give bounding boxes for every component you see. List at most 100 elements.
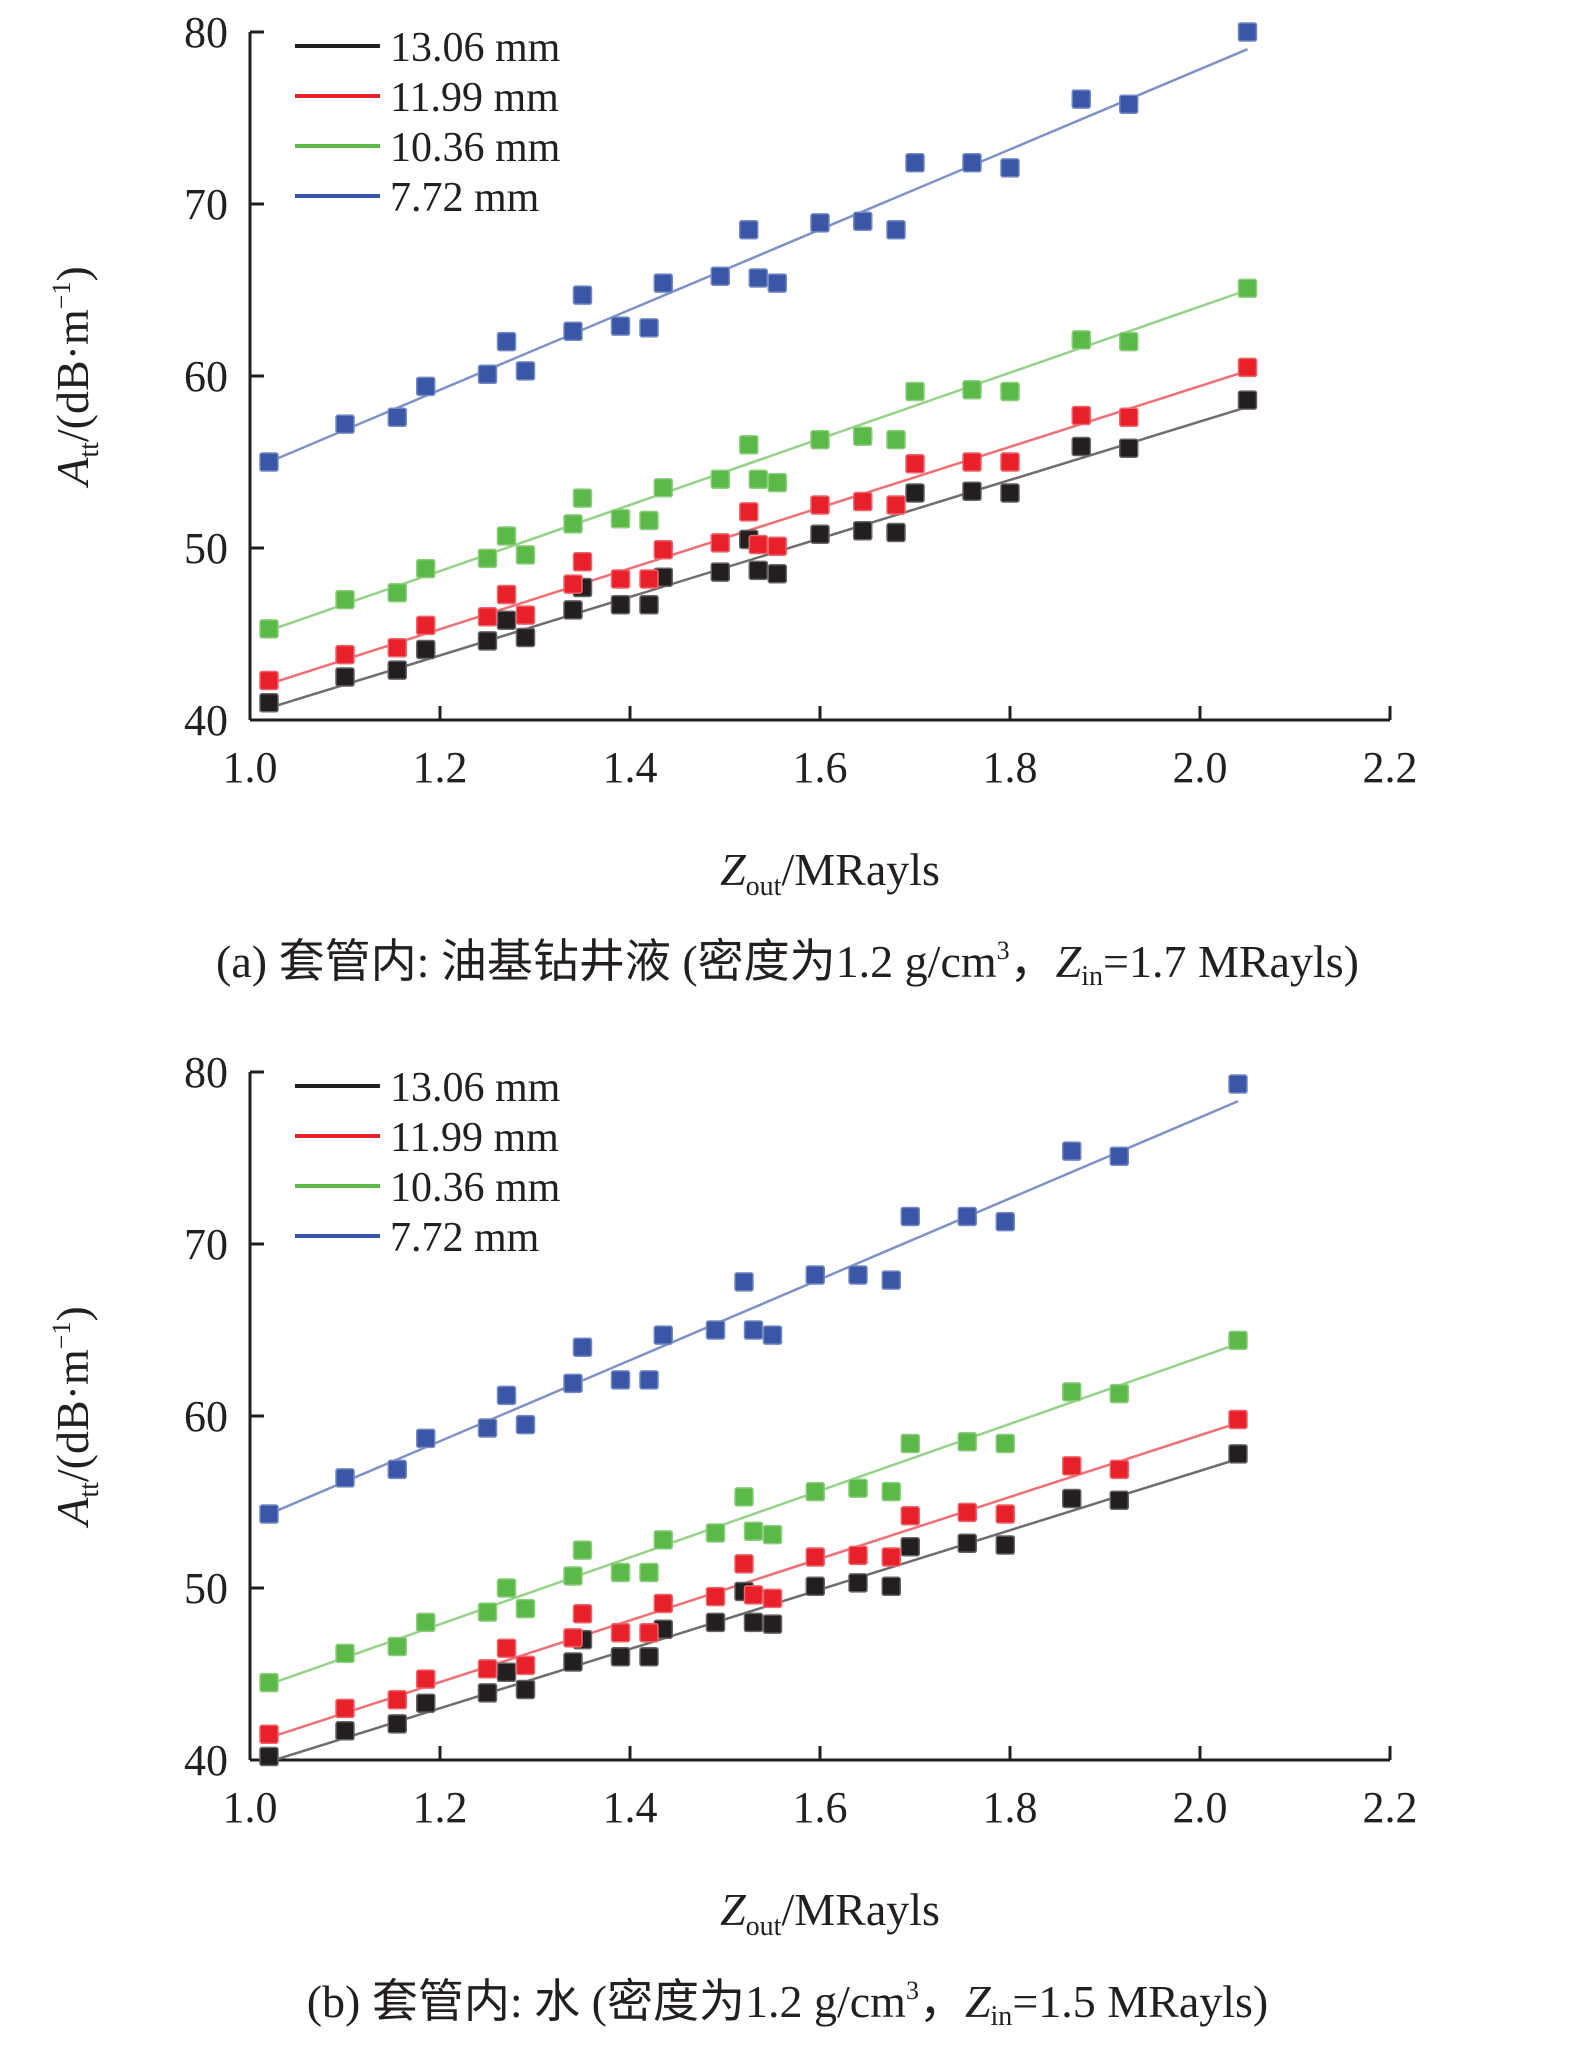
data-point-a-s2-p17	[853, 426, 873, 446]
data-point-a-s3-p22	[1071, 89, 1091, 109]
data-point-a-s3-p12	[710, 266, 730, 286]
data-point-b-s2-p20	[957, 1432, 977, 1452]
data-point-b-s3-p14	[743, 1320, 764, 1340]
data-point-a-s0-p2	[387, 660, 407, 680]
data-point-a-s3-p4	[477, 364, 498, 385]
data-point-b-s1-p13	[734, 1554, 754, 1574]
data-point-a-s3-p21	[1000, 158, 1020, 178]
data-point-b-s0-p10	[639, 1647, 659, 1667]
data-point-b-s3-p11	[653, 1325, 673, 1345]
legend-label-b-s3: 7.72 mm	[390, 1215, 540, 1261]
data-point-a-s1-p10	[639, 569, 659, 589]
data-point-b-s3-p13	[734, 1272, 754, 1292]
data-point-b-s1-p9	[610, 1622, 631, 1643]
x-tick-label-b-2: 1.4	[603, 1783, 658, 1832]
data-point-a-s0-p1	[335, 667, 355, 687]
data-point-b-s1-p11	[653, 1593, 673, 1614]
data-point-a-s3-p2	[387, 407, 407, 428]
data-point-a-s0-p14	[748, 560, 768, 581]
data-point-b-s1-p12	[705, 1586, 726, 1607]
data-point-b-s0-p0	[259, 1746, 279, 1767]
data-point-b-s2-p16	[805, 1481, 825, 1502]
y-tick-label-a-0: 40	[184, 696, 228, 745]
data-point-b-s2-p23	[1109, 1383, 1129, 1404]
legend-label-a-s0: 13.06 mm	[390, 25, 561, 71]
data-point-b-s1-p20	[957, 1502, 977, 1523]
data-point-a-s1-p2	[387, 638, 407, 658]
data-point-a-s2-p2	[387, 582, 407, 603]
data-point-a-s1-p9	[610, 569, 631, 589]
caption-b-sup: 3	[905, 1976, 919, 2005]
data-point-b-s1-p1	[335, 1698, 355, 1719]
data-point-a-s3-p9	[610, 316, 631, 336]
data-point-b-s1-p6	[515, 1655, 536, 1676]
data-point-a-s0-p10	[639, 595, 659, 615]
data-point-b-s2-p3	[416, 1612, 436, 1633]
data-point-a-s3-p18	[886, 220, 906, 240]
data-point-b-s3-p24	[1228, 1074, 1248, 1094]
data-point-b-s3-p4	[477, 1418, 498, 1438]
data-point-b-s2-p19	[900, 1433, 920, 1454]
data-point-a-s0-p0	[259, 693, 279, 713]
chart-panel-a: 40 50 60 70 80 1.0 1.2 1.4 1.6 1.8 2.0 2.2 Zout/MRay…	[0, 0, 1575, 1000]
data-point-b-s1-p7	[563, 1628, 583, 1648]
fit-line-a-s1	[268, 369, 1248, 686]
data-point-a-s0-p19	[905, 483, 925, 503]
caption-a-prefix: (a) 套管内: 油基钻井液 (密度为1.2 g/cm	[216, 936, 997, 987]
data-point-b-s1-p15	[762, 1588, 783, 1609]
x-tick-label-a-6: 2.2	[1363, 743, 1418, 792]
data-point-b-s3-p16	[805, 1265, 825, 1285]
data-point-a-s2-p16	[810, 429, 830, 450]
data-point-a-s1-p21	[1000, 452, 1020, 472]
data-point-b-s0-p9	[610, 1647, 631, 1667]
chart-a-plot: 40 50 60 70 80 1.0 1.2 1.4 1.6 1.8 2.0 2.2 Zout/MRay…	[47, 8, 1418, 900]
data-point-b-s3-p22	[1062, 1141, 1082, 1161]
data-point-b-s3-p12	[705, 1320, 726, 1340]
data-point-a-s2-p3	[416, 558, 436, 579]
data-point-a-s2-p12	[710, 469, 730, 489]
data-point-b-s2-p14	[743, 1521, 764, 1541]
data-point-b-s3-p5	[496, 1385, 517, 1406]
data-point-a-s2-p19	[905, 381, 925, 402]
caption-a-sup: 3	[996, 936, 1010, 965]
data-point-b-s2-p22	[1062, 1382, 1082, 1402]
data-point-a-s2-p7	[563, 514, 583, 534]
caption-b-z: Z	[964, 1976, 991, 2027]
caption-b-suffix: =1.5 MRayls)	[1012, 1976, 1269, 2027]
y-tick-label-b-1: 50	[184, 1564, 228, 1613]
data-point-a-s2-p13	[739, 435, 759, 455]
data-point-a-s1-p18	[886, 495, 906, 515]
data-point-a-s3-p8	[572, 285, 593, 305]
data-point-b-s0-p17	[848, 1573, 868, 1593]
data-point-a-s2-p1	[335, 589, 355, 610]
chart-b-caption: (b) 套管内: 水 (密度为1.2 g/cm3，Zin=1.5 MRayls)	[0, 1965, 1575, 2033]
data-point-b-s1-p19	[900, 1506, 920, 1526]
data-point-b-s3-p8	[572, 1337, 593, 1357]
data-point-a-s0-p12	[710, 562, 730, 582]
data-point-a-s2-p23	[1119, 331, 1139, 352]
data-point-b-s2-p0	[259, 1672, 279, 1693]
data-point-b-s0-p20	[957, 1533, 977, 1554]
data-point-a-s2-p9	[610, 509, 631, 529]
legend-label-a-s3: 7.72 mm	[390, 175, 540, 221]
y-tick-label-b-4: 80	[184, 1048, 228, 1097]
data-point-b-s1-p4	[477, 1659, 498, 1679]
data-point-b-s3-p23	[1109, 1146, 1129, 1167]
data-point-a-s1-p14	[748, 534, 768, 555]
data-point-a-s2-p0	[259, 619, 279, 639]
data-point-a-s0-p15	[767, 564, 787, 584]
data-point-a-s1-p11	[653, 539, 673, 560]
data-point-b-s3-p0	[259, 1504, 279, 1524]
data-point-b-s3-p15	[762, 1325, 783, 1345]
x-tick-label-b-1: 1.2	[413, 1783, 468, 1832]
data-point-a-s3-p14	[748, 268, 768, 288]
y-axis-title-b: Att/(dB·m−1)	[47, 1306, 105, 1529]
data-point-a-s1-p12	[710, 533, 730, 553]
data-point-b-s0-p16	[805, 1576, 825, 1597]
data-point-b-s0-p18	[881, 1576, 901, 1597]
data-point-a-s3-p11	[653, 273, 673, 293]
data-point-b-s3-p7	[563, 1373, 583, 1394]
data-point-b-s1-p18	[881, 1547, 901, 1567]
x-tick-label-a-0: 1.0	[223, 743, 278, 792]
data-point-b-s1-p2	[387, 1690, 407, 1710]
